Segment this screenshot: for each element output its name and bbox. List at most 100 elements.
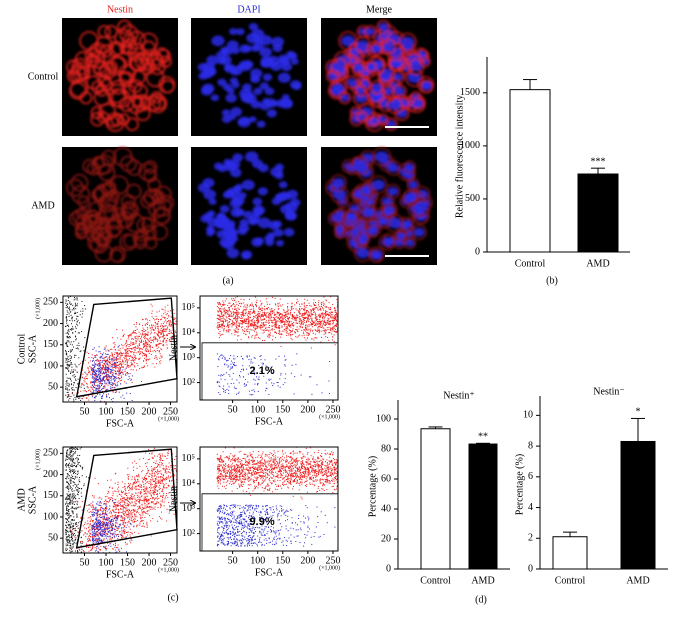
- event-dot: [87, 403, 88, 404]
- event-dot: [101, 371, 102, 372]
- event-dot: [86, 391, 87, 392]
- event-dot: [98, 371, 99, 372]
- event-dot: [112, 367, 113, 368]
- event-dot: [120, 364, 121, 365]
- event-dot: [155, 339, 156, 340]
- event-dot: [250, 309, 251, 310]
- event-dot: [313, 302, 314, 303]
- event-dot: [327, 323, 328, 324]
- event-dot: [78, 398, 79, 399]
- event-dot: [261, 359, 262, 360]
- event-dot: [82, 467, 83, 468]
- event-dot: [328, 380, 329, 381]
- event-dot: [68, 474, 69, 475]
- event-dot: [340, 311, 341, 312]
- event-dot: [65, 395, 66, 396]
- event-dot: [91, 561, 92, 562]
- event-dot: [238, 393, 239, 394]
- event-dot: [80, 521, 81, 522]
- nucleus: [357, 248, 370, 258]
- event-dot: [66, 525, 67, 526]
- event-dot: [279, 314, 280, 315]
- event-dot: [320, 324, 321, 325]
- event-dot: [126, 383, 127, 384]
- event-dot: [299, 304, 300, 305]
- event-dot: [92, 385, 93, 386]
- event-dot: [324, 320, 325, 321]
- event-dot: [74, 357, 75, 358]
- event-dot: [77, 347, 78, 348]
- event-dot: [306, 310, 307, 311]
- event-dot: [77, 448, 78, 449]
- event-dot: [243, 321, 244, 322]
- event-dot: [331, 314, 332, 315]
- event-dot: [130, 365, 131, 366]
- event-dot: [291, 334, 292, 335]
- event-dot: [304, 322, 305, 323]
- event-dot: [69, 457, 70, 458]
- event-dot: [146, 338, 147, 339]
- event-dot: [76, 524, 77, 525]
- event-dot: [218, 392, 219, 393]
- event-dot: [284, 315, 285, 316]
- event-dot: [132, 364, 133, 365]
- event-dot: [94, 382, 95, 383]
- event-dot: [293, 322, 294, 323]
- event-dot: [97, 385, 98, 386]
- event-dot: [67, 303, 68, 304]
- event-dot: [270, 320, 271, 321]
- event-dot: [254, 391, 255, 392]
- event-dot: [102, 358, 103, 359]
- event-dot: [162, 336, 163, 337]
- event-dot: [72, 538, 73, 539]
- x-tick-label: 100: [99, 406, 114, 417]
- event-dot: [77, 372, 78, 373]
- event-dot: [259, 338, 260, 339]
- event-dot: [142, 355, 143, 356]
- event-dot: [304, 302, 305, 303]
- event-dot: [108, 350, 109, 351]
- event-dot: [69, 496, 70, 497]
- event-dot: [233, 383, 234, 384]
- event-dot: [280, 318, 281, 319]
- event-dot: [74, 519, 75, 520]
- event-dot: [124, 358, 125, 359]
- event-dot: [71, 330, 72, 331]
- event-dot: [73, 528, 74, 529]
- event-dot: [67, 515, 68, 516]
- event-dot: [276, 333, 277, 334]
- event-dot: [284, 364, 285, 365]
- event-dot: [272, 313, 273, 314]
- event-dot: [248, 317, 249, 318]
- event-dot: [81, 383, 82, 384]
- event-dot: [66, 482, 67, 483]
- event-dot: [106, 364, 107, 365]
- event-dot: [114, 346, 115, 347]
- event-dot: [284, 321, 285, 322]
- event-dot: [75, 451, 76, 452]
- event-dot: [269, 322, 270, 323]
- nucleus: [278, 73, 291, 83]
- event-dot: [82, 377, 83, 378]
- event-dot: [72, 466, 73, 467]
- event-dot: [84, 305, 85, 306]
- event-dot: [272, 336, 273, 337]
- event-dot: [72, 511, 73, 512]
- event-dot: [147, 334, 148, 335]
- event-dot: [247, 356, 248, 357]
- event-dot: [73, 544, 74, 545]
- event-dot: [259, 309, 260, 310]
- event-dot: [260, 300, 261, 301]
- event-dot: [70, 548, 71, 549]
- event-dot: [326, 306, 327, 307]
- event-dot: [226, 331, 227, 332]
- event-dot: [88, 395, 89, 396]
- event-dot: [263, 330, 264, 331]
- event-dot: [126, 393, 127, 394]
- event-dot: [280, 337, 281, 338]
- event-dot: [93, 369, 94, 370]
- event-dot: [110, 372, 111, 373]
- event-dot: [312, 331, 313, 332]
- event-dot: [237, 308, 238, 309]
- event-dot: [99, 363, 100, 364]
